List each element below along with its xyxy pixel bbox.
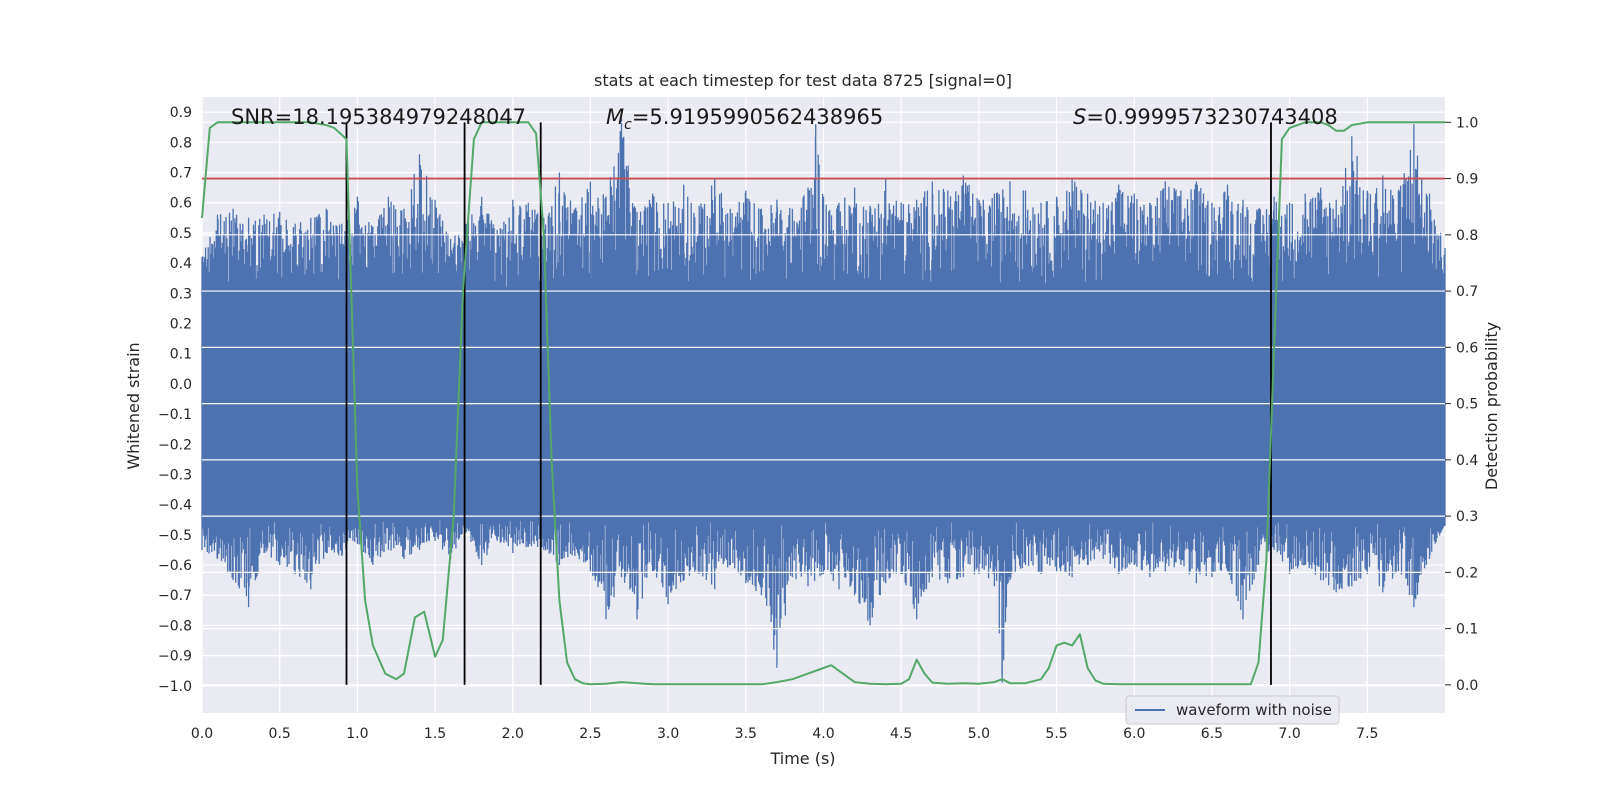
y-right-tick-label: 0.1 xyxy=(1456,622,1478,638)
y-tick-label: 0.3 xyxy=(170,286,192,302)
x-tick-label: 3.0 xyxy=(657,726,679,742)
y-tick-label: −0.5 xyxy=(158,528,192,544)
y-tick-label: −0.9 xyxy=(158,649,192,665)
y-tick-label: 0.4 xyxy=(170,256,192,272)
x-axis-label: Time (s) xyxy=(769,749,835,768)
y-tick-label: 0.5 xyxy=(170,226,192,242)
y-tick-label: −0.6 xyxy=(158,558,192,574)
significance-annotation: S=0.9999573230743408 xyxy=(1073,105,1338,129)
vertical-markers xyxy=(345,122,1272,685)
legend-box xyxy=(1125,695,1340,725)
s-symbol: S xyxy=(1073,105,1086,129)
x-tick-label: 5.5 xyxy=(1045,726,1067,742)
y-tick-label: −1.0 xyxy=(158,679,192,695)
y-tick-label: −0.7 xyxy=(158,588,192,604)
y-right-tick-label: 0.9 xyxy=(1456,172,1478,188)
x-tick-label: 6.0 xyxy=(1123,726,1145,742)
x-tick-label: 7.0 xyxy=(1278,726,1300,742)
x-tick-label: 7.5 xyxy=(1356,726,1378,742)
waveform-spikes xyxy=(201,118,1446,683)
x-tick-label: 3.5 xyxy=(735,726,757,742)
y-tick-label: 0.1 xyxy=(170,347,192,363)
x-tick-label: 2.5 xyxy=(579,726,601,742)
x-tick-label: 6.5 xyxy=(1201,726,1223,742)
s-value: =0.9999573230743408 xyxy=(1086,105,1337,129)
chirp-mass-annotation: Mc=5.9195990562438965 xyxy=(606,105,883,133)
y-tick-label: 0.7 xyxy=(170,165,192,181)
y-right-tick-label: 0.2 xyxy=(1456,565,1478,581)
y-tick-label: −0.2 xyxy=(158,437,192,453)
y-tick-label: −0.8 xyxy=(158,618,192,634)
x-tick-label: 4.0 xyxy=(812,726,834,742)
x-tick-label: 5.0 xyxy=(968,726,990,742)
mc-value: =5.9195990562438965 xyxy=(632,105,883,129)
legend: waveform with noise xyxy=(1125,695,1340,725)
y-axis-right-ticks: 0.0 0.1 0.2 0.3 0.4 0.5 0.6 0.7 0.8 0.9 1.0 xyxy=(1445,115,1478,694)
y-right-tick-label: 0.4 xyxy=(1456,453,1478,469)
mc-symbol: M xyxy=(606,105,624,129)
y-axis-label: Whitened strain xyxy=(124,342,143,469)
x-tick-label: 0.5 xyxy=(269,726,291,742)
y-tick-label: 0.8 xyxy=(170,135,192,151)
y-right-tick-label: 1.0 xyxy=(1456,115,1478,131)
y-right-tick-label: 0.6 xyxy=(1456,340,1478,356)
y-axis-right-label: Detection probability xyxy=(1482,322,1501,490)
y-right-tick-label: 0.5 xyxy=(1456,397,1478,413)
snr-annotation: SNR=18.195384979248047 xyxy=(231,105,526,129)
legend-label: waveform with noise xyxy=(1176,701,1332,719)
x-tick-label: 4.5 xyxy=(890,726,912,742)
x-tick-label: 0.0 xyxy=(191,726,213,742)
x-tick-label: 2.0 xyxy=(502,726,524,742)
probability-series xyxy=(201,121,1445,686)
y-right-tick-label: 0.3 xyxy=(1456,509,1478,525)
y-axis-left-ticks: −1.0 −0.9 −0.8 −0.7 −0.6 −0.5 −0.4 −0.3 −0.2 −0.1… xyxy=(158,105,192,695)
y-tick-label: 0.9 xyxy=(170,105,192,121)
y-right-tick-label: 0.0 xyxy=(1456,678,1478,694)
chart-title: stats at each timestep for test data 872… xyxy=(594,71,1012,90)
y-tick-label: −0.3 xyxy=(158,467,192,483)
y-tick-label: 0.2 xyxy=(170,316,192,332)
y-tick-label: −0.1 xyxy=(158,407,192,423)
y-right-tick-label: 0.8 xyxy=(1456,228,1478,244)
y-tick-label: 0.0 xyxy=(170,377,192,393)
x-tick-label: 1.5 xyxy=(424,726,446,742)
y-tick-label: 0.6 xyxy=(170,196,192,212)
x-axis-ticks: 0.0 0.5 1.0 1.5 2.0 2.5 3.0 3.5 4.0 4.5 5.0 5.5 6.0 6… xyxy=(191,726,1379,742)
x-tick-label: 1.0 xyxy=(346,726,368,742)
probability-line xyxy=(201,121,1445,686)
mc-subscript: c xyxy=(624,117,632,133)
y-right-tick-label: 0.7 xyxy=(1456,284,1478,300)
y-tick-label: −0.4 xyxy=(158,498,192,514)
